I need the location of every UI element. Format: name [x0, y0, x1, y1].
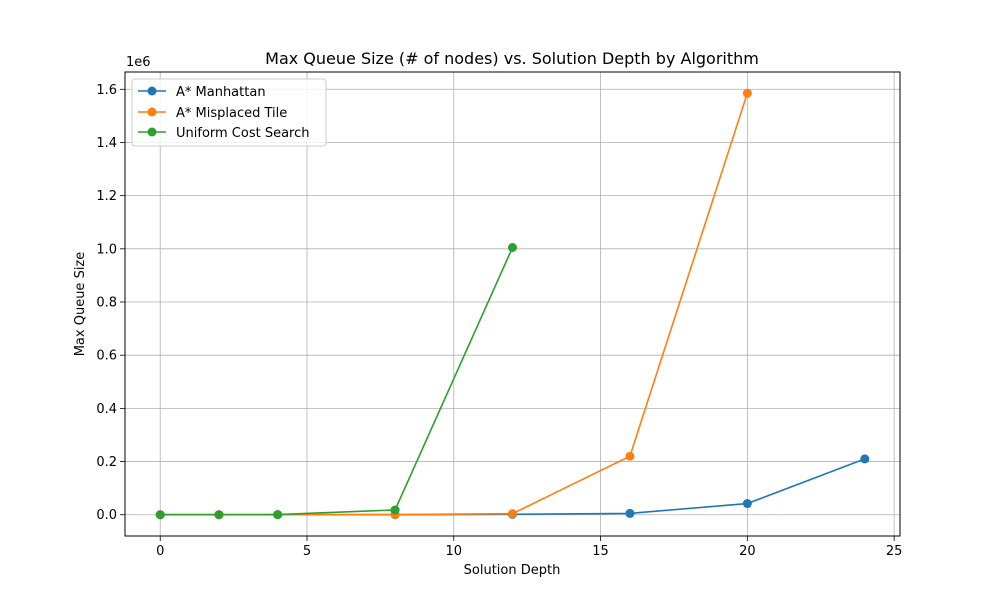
series-layer: [155, 88, 870, 520]
legend: A* Manhattan A* Misplaced Tile Uniform C…: [131, 78, 327, 147]
legend-label-a-star-manhattan: A* Manhattan: [176, 85, 266, 100]
y-tick-label: 0.4: [96, 402, 117, 417]
data-point-uniform-cost-search: [155, 510, 165, 520]
legend-marker-a-star-manhattan: [147, 86, 157, 96]
x-tick-label: 15: [592, 544, 609, 559]
x-tick-label: 25: [886, 544, 903, 559]
y-tick-label: 0.6: [96, 349, 117, 364]
y-tick-label: 1.4: [96, 136, 117, 151]
y-tick-label: 0.8: [96, 296, 117, 311]
legend-box: [131, 78, 327, 147]
data-point-uniform-cost-search: [508, 242, 517, 252]
x-tick-label: 20: [739, 544, 756, 559]
ticks: 0 5 10 15 20 25 0.0 0.2 0.4 0.6 0.8 1.0 1.2 1.4 1.6: [96, 83, 902, 559]
plot-frame: [124, 71, 901, 537]
x-tick-label: 5: [303, 544, 311, 559]
series-uniform-cost-search: [155, 242, 517, 520]
data-point-a-star-manhattan: [860, 454, 870, 464]
y-tick-label: 0.0: [96, 508, 117, 523]
data-point-uniform-cost-search: [273, 510, 283, 520]
data-point-a-star-manhattan: [625, 508, 635, 518]
legend-label-a-star-misplaced-tile: A* Misplaced Tile: [176, 106, 287, 121]
data-point-a-star-misplaced-tile: [508, 509, 517, 519]
data-point-uniform-cost-search: [214, 510, 224, 520]
legend-marker-a-star-misplaced-tile: [147, 107, 157, 117]
y-tick-label: 0.2: [96, 455, 117, 470]
y-offset-label: 1e6: [126, 55, 151, 70]
y-tick-label: 1.0: [96, 242, 117, 257]
y-axis-label: Max Queue Size: [73, 252, 88, 357]
x-tick-label: 0: [156, 544, 164, 559]
data-point-uniform-cost-search: [390, 505, 400, 515]
data-point-a-star-misplaced-tile: [742, 88, 752, 98]
data-point-a-star-manhattan: [742, 499, 752, 509]
chart-title: Max Queue Size (# of nodes) vs. Solution…: [265, 49, 759, 68]
data-point-a-star-misplaced-tile: [625, 451, 635, 461]
x-tick-label: 10: [446, 544, 463, 559]
plot-area: [125, 72, 900, 536]
legend-marker-uniform-cost-search: [147, 127, 157, 137]
y-tick-label: 1.2: [96, 189, 117, 204]
y-tick-label: 1.6: [96, 83, 117, 98]
x-axis-label: Solution Depth: [464, 563, 561, 578]
legend-label-uniform-cost-search: Uniform Cost Search: [176, 126, 310, 141]
